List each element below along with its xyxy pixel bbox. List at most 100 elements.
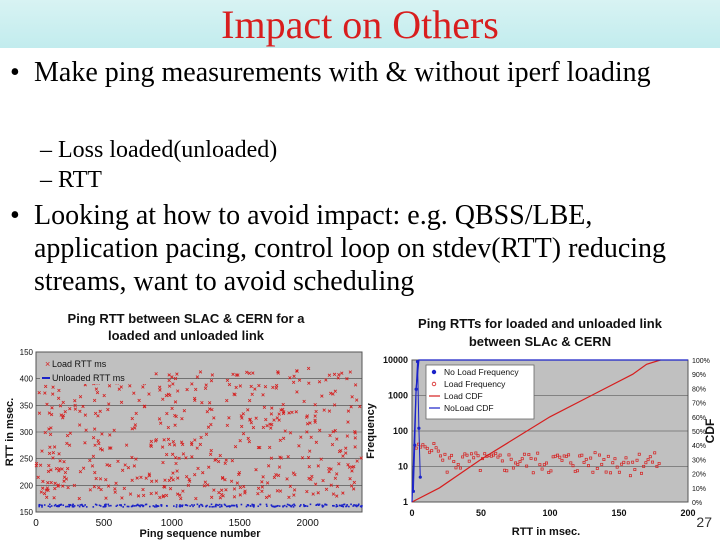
chart1-legend (40, 356, 150, 384)
load-rtt-point (293, 472, 297, 477)
chart1-x-tick-label: 500 (96, 518, 113, 529)
load-frequency-point (447, 456, 451, 460)
unloaded-rtt-point (299, 504, 302, 506)
load-rtt-point (225, 378, 230, 383)
load-rtt-point (160, 445, 165, 449)
load-rtt-point (308, 449, 312, 453)
load-frequency-point (622, 460, 626, 464)
load-rtt-point (170, 452, 175, 456)
load-rtt-point (269, 412, 274, 416)
chart1-x-ticks: 0 500 1000 1500 2000 (33, 518, 319, 529)
load-rtt-point (351, 487, 356, 491)
load-rtt-point (43, 430, 47, 435)
unloaded-rtt-point (336, 505, 339, 507)
load-rtt-point (63, 470, 68, 475)
load-rtt-point (112, 428, 116, 432)
load-rtt-point (93, 411, 98, 416)
load-rtt-point (247, 371, 252, 375)
load-rtt-point (98, 477, 103, 481)
load-frequency-point (609, 471, 612, 475)
load-rtt-point (77, 423, 82, 427)
load-rtt-point (225, 423, 230, 428)
unloaded-rtt-point (299, 505, 301, 508)
load-rtt-point (73, 407, 78, 411)
unloaded-rtt-point (220, 504, 223, 506)
unloaded-rtt-point (133, 505, 136, 507)
unloaded-rtt-point (71, 505, 74, 508)
load-rtt-point (186, 483, 191, 488)
unloaded-rtt-point (40, 504, 43, 507)
load-rtt-point (98, 447, 103, 451)
load-frequency-point (646, 458, 650, 462)
load-rtt-point (327, 409, 332, 413)
load-rtt-point (278, 489, 283, 493)
load-frequency-point (458, 466, 462, 470)
load-rtt-point (294, 410, 298, 414)
load-frequency-point (423, 445, 427, 449)
load-frequency-point (651, 460, 654, 464)
load-rtt-point (344, 446, 348, 450)
load-rtt-point (319, 457, 323, 461)
load-rtt-point (242, 484, 246, 489)
load-rtt-point (246, 436, 250, 441)
noload-frequency-point (411, 489, 415, 493)
load-rtt-point (205, 410, 209, 414)
load-rtt-point (174, 414, 178, 419)
load-rtt-point (81, 466, 86, 470)
unloaded-rtt-point (338, 504, 341, 507)
load-rtt-point (305, 422, 310, 426)
load-rtt-point (171, 471, 175, 475)
load-rtt-point (48, 445, 52, 449)
load-rtt-point (61, 413, 66, 418)
load-frequency-point (496, 455, 500, 459)
load-rtt-point (49, 480, 53, 485)
load-rtt-point (57, 452, 61, 456)
load-rtt-point (193, 438, 197, 442)
unloaded-rtt-point (123, 503, 126, 506)
load-frequency-point (432, 442, 436, 445)
load-rtt-point (264, 495, 269, 500)
unloaded-rtt-point (288, 504, 290, 506)
chart2-y2-tick-label: 90% (692, 372, 706, 379)
load-rtt-point (78, 395, 83, 399)
load-frequency-point (587, 464, 590, 468)
load-rtt-point (100, 432, 104, 436)
chart1-title-line2: loaded and unloaded link (108, 328, 265, 343)
load-rtt-point (254, 468, 258, 472)
unloaded-rtt-point (356, 504, 359, 507)
load-rtt-point (281, 411, 286, 416)
load-rtt-point (260, 485, 265, 489)
load-rtt-point (292, 488, 297, 492)
load-rtt-point (116, 459, 120, 464)
load-rtt-point (348, 370, 353, 374)
load-rtt-point (339, 449, 343, 453)
load-rtt-point (333, 428, 337, 433)
load-rtt-point (51, 456, 55, 460)
unloaded-rtt-point (273, 506, 276, 508)
load-rtt-point (173, 423, 177, 427)
noload-frequency-point (415, 360, 420, 364)
chart1-x-tick-label: 1500 (229, 518, 252, 529)
load-rtt-point (223, 477, 227, 482)
unloaded-rtt-point (186, 504, 189, 507)
load-frequency-point (520, 457, 524, 461)
unloaded-rtt-point (145, 503, 148, 506)
chart2-y2-ticks: 0% 10% 20% 30% 40% 50% 60% 70% 80% 90% 100% (692, 358, 710, 507)
load-rtt-point (331, 430, 335, 434)
unloaded-rtt-point (321, 506, 324, 508)
noload-frequency-point (414, 387, 418, 391)
unloaded-rtt-point (138, 504, 141, 507)
load-rtt-point (297, 378, 302, 382)
load-rtt-point (270, 406, 274, 410)
unloaded-rtt-point (306, 505, 309, 508)
unloaded-rtt-point (253, 503, 255, 506)
load-frequency-point (421, 443, 425, 447)
load-rtt-point (337, 373, 341, 377)
load-frequency-point (604, 470, 608, 474)
load-rtt-point (227, 416, 231, 420)
load-rtt-point (341, 454, 345, 458)
unloaded-rtt-point (291, 504, 294, 507)
load-rtt-point (199, 435, 203, 440)
unloaded-rtt-point (341, 504, 344, 506)
unloaded-rtt-point (304, 504, 307, 507)
